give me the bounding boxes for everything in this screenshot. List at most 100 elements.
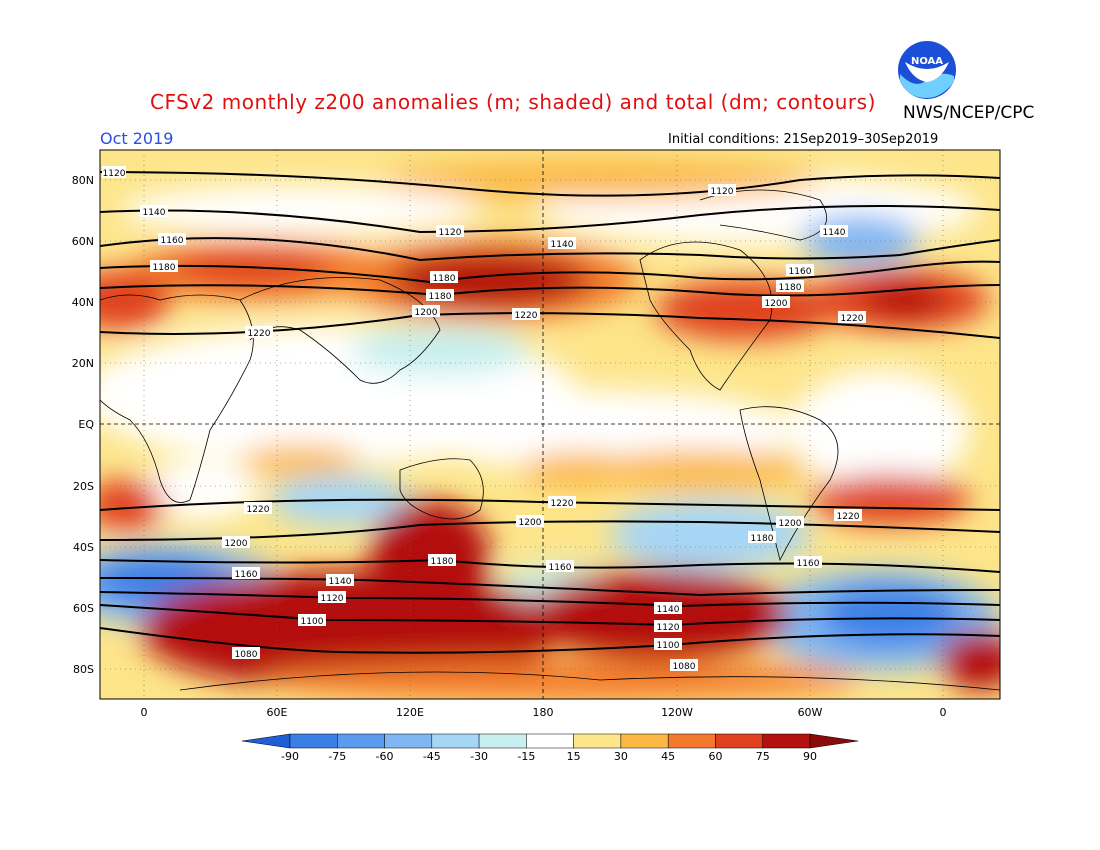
svg-text:1200: 1200 — [415, 308, 438, 318]
svg-text:1120: 1120 — [103, 169, 126, 179]
svg-text:1200: 1200 — [779, 519, 802, 529]
colorbar-segment — [431, 733, 480, 749]
contour-label: 1200 — [516, 515, 544, 528]
svg-text:1220: 1220 — [841, 314, 864, 324]
contour-label: 1140 — [548, 237, 576, 250]
colorbar-arrow-right — [809, 733, 859, 749]
colorbar-tick-label: -60 — [376, 750, 394, 763]
lon-label: 180 — [533, 706, 554, 719]
contour-label: 1140 — [820, 225, 848, 238]
svg-text:1120: 1120 — [657, 623, 680, 633]
svg-text:1160: 1160 — [161, 236, 184, 246]
lat-label: 20S — [73, 480, 94, 493]
svg-text:1200: 1200 — [519, 518, 542, 528]
svg-text:1140: 1140 — [823, 228, 846, 238]
colorbar-segment — [478, 733, 527, 749]
contour-label: 1220 — [838, 311, 866, 324]
contour-label: 1180 — [776, 280, 804, 293]
contour-label: 1100 — [298, 614, 326, 627]
svg-text:1220: 1220 — [248, 329, 271, 339]
contour-label: 1220 — [834, 509, 862, 522]
coastlines — [100, 189, 1000, 691]
lon-label: 120E — [396, 706, 424, 719]
colorbar-tick-label: 30 — [614, 750, 628, 763]
colorbar-tick-label: -45 — [423, 750, 441, 763]
colorbar-segment — [715, 733, 763, 749]
svg-text:1140: 1140 — [143, 208, 166, 218]
latitude-labels: 80N 60N 40N 20N EQ 20S 40S 60S 80S — [72, 174, 95, 676]
contour-label: 1160 — [158, 233, 186, 246]
contour-label: 1180 — [150, 260, 178, 273]
svg-text:1120: 1120 — [439, 228, 462, 238]
contour-label: 1160 — [786, 264, 814, 277]
lat-label: 60S — [73, 602, 94, 615]
svg-text:1120: 1120 — [711, 187, 734, 197]
lat-label: 80S — [73, 663, 94, 676]
contour-label: 1180 — [748, 531, 776, 544]
contour-label: 1180 — [430, 271, 458, 284]
lon-label: 60E — [267, 706, 288, 719]
svg-text:1140: 1140 — [657, 605, 680, 615]
contour-label: 1120 — [654, 620, 682, 633]
svg-text:NOAA: NOAA — [911, 56, 943, 67]
contour-label: 1120 — [102, 166, 126, 179]
lon-label: 60W — [798, 706, 823, 719]
agency-label: NWS/NCEP/CPC — [903, 103, 1035, 123]
lat-label: EQ — [78, 418, 94, 431]
svg-text:1180: 1180 — [433, 274, 456, 284]
contour-label: 1120 — [436, 225, 464, 238]
chart-title: CFSv2 monthly z200 anomalies (m; shaded)… — [150, 90, 876, 114]
svg-text:1220: 1220 — [837, 512, 860, 522]
colorbar-segment — [573, 733, 622, 749]
svg-text:1080: 1080 — [673, 662, 696, 672]
contour-label: 1160 — [546, 560, 574, 573]
colorbar: -90 -75 -60 -45 -30 -15 15 30 45 60 75 90 — [241, 733, 859, 763]
svg-text:1100: 1100 — [657, 641, 680, 651]
colorbar-segment — [337, 733, 385, 749]
colorbar-tick-label: 15 — [567, 750, 581, 763]
lat-label: 20N — [72, 357, 94, 370]
colorbar-segment — [762, 733, 811, 749]
svg-text:1120: 1120 — [321, 594, 344, 604]
contour-label: 1120 — [708, 184, 736, 197]
initial-conditions-label: Initial conditions: 21Sep2019–30Sep2019 — [668, 132, 939, 147]
colorbar-tick-label: -15 — [517, 750, 535, 763]
svg-text:1140: 1140 — [551, 240, 574, 250]
svg-text:1200: 1200 — [225, 539, 248, 549]
svg-text:1160: 1160 — [549, 563, 572, 573]
contour-label: 1180 — [428, 554, 456, 567]
lon-label: 0 — [940, 706, 947, 719]
colorbar-tick-label: -30 — [470, 750, 488, 763]
contour-label: 1140 — [654, 602, 682, 615]
svg-text:1180: 1180 — [429, 292, 452, 302]
colorbar-segment — [620, 733, 669, 749]
colorbar-segment — [526, 733, 574, 749]
svg-text:1160: 1160 — [797, 559, 820, 569]
colorbar-tick-label: -90 — [281, 750, 299, 763]
contour-label: 1180 — [426, 289, 454, 302]
colorbar-tick-label: 45 — [661, 750, 675, 763]
colorbar-segment — [289, 733, 338, 749]
contour-label: 1080 — [670, 659, 698, 672]
contour-label: 1160 — [794, 556, 822, 569]
month-label: Oct 2019 — [100, 129, 174, 148]
svg-text:1180: 1180 — [431, 557, 454, 567]
contour-label: 1140 — [140, 205, 168, 218]
contour-label: 1220 — [244, 502, 272, 515]
contour-label: 1200 — [412, 305, 440, 318]
svg-text:1140: 1140 — [329, 577, 352, 587]
map-frame — [99, 149, 1001, 700]
colorbar-tick-label: 90 — [803, 750, 817, 763]
svg-text:1100: 1100 — [301, 617, 324, 627]
svg-text:1080: 1080 — [235, 650, 258, 660]
svg-text:1220: 1220 — [515, 311, 538, 321]
lat-label: 60N — [72, 235, 94, 248]
contour-label: 1100 — [654, 638, 682, 651]
contour-label: 1120 — [318, 591, 346, 604]
colorbar-arrow-left — [241, 733, 291, 749]
svg-text:1180: 1180 — [751, 534, 774, 544]
lon-label: 0 — [141, 706, 148, 719]
svg-text:1220: 1220 — [551, 499, 574, 509]
contour-label: 1080 — [232, 647, 260, 660]
lon-label: 120W — [661, 706, 693, 719]
